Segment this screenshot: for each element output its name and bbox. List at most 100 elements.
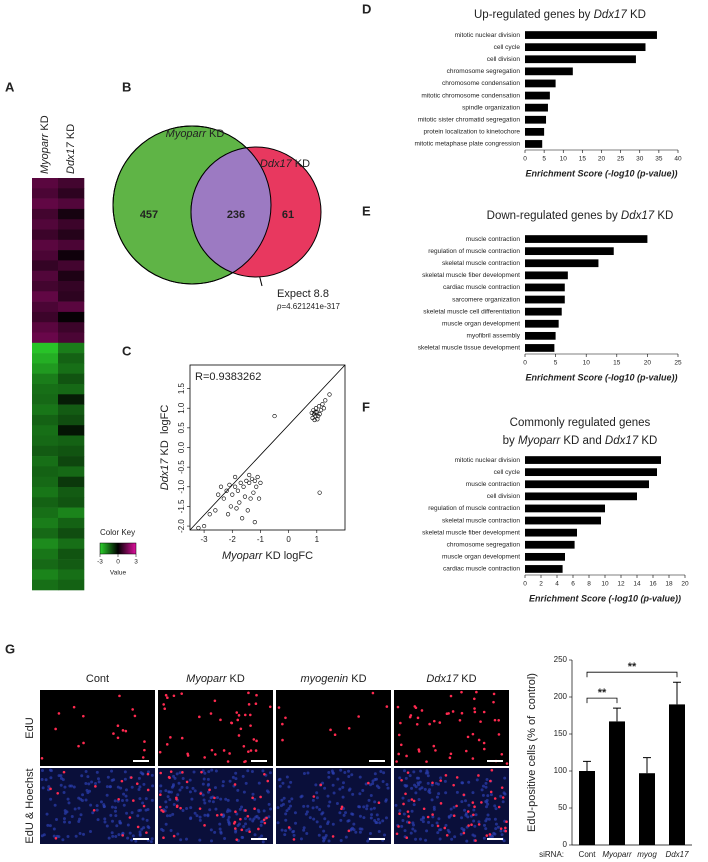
annotation: R=0.9383262: [195, 371, 261, 383]
x-tick-label: 16: [649, 581, 657, 588]
heatmap-cell: [32, 270, 59, 282]
nucleus: [84, 770, 88, 774]
chart-title: Down-regulated genes by Ddx17 KD: [487, 210, 674, 222]
edu-spot: [167, 775, 171, 779]
nucleus: [339, 839, 343, 843]
nucleus: [225, 810, 229, 814]
nucleus: [107, 836, 111, 840]
edu-spot: [162, 810, 165, 813]
y-axis-label: Ddx17 KD logFC: [159, 405, 171, 491]
nucleus: [195, 814, 199, 818]
y-tick-label: 1.0: [177, 402, 186, 414]
edu-spot: [198, 807, 202, 810]
nucleus: [221, 784, 225, 788]
bar: [525, 528, 577, 537]
edu-spot: [431, 813, 434, 816]
bar: [525, 79, 556, 88]
heatmap-cell: [58, 456, 85, 467]
nucleus: [63, 785, 67, 789]
nucleus: [462, 829, 466, 833]
edu-spot: [175, 804, 179, 808]
nucleus: [459, 832, 463, 836]
text-part: by: [503, 435, 518, 447]
nucleus: [96, 777, 100, 781]
nucleus: [382, 771, 386, 775]
nucleus: [472, 808, 476, 812]
nucleus: [326, 794, 330, 798]
nucleus: [131, 834, 135, 838]
point: [321, 406, 326, 411]
nucleus: [257, 781, 261, 785]
x-axis-label: Myoparr KD logFC: [222, 550, 313, 562]
edu-spot: [132, 799, 135, 802]
nucleus: [463, 808, 467, 812]
category-label: cardiac muscle contraction: [443, 566, 520, 573]
edu-spot: [172, 834, 176, 838]
nucleus: [87, 782, 91, 786]
nucleus: [105, 793, 109, 797]
category-label: mitotic chromosome condensation: [421, 92, 520, 99]
nucleus: [256, 808, 260, 812]
nucleus: [176, 793, 180, 797]
nucleus: [235, 798, 239, 802]
edu-spot: [377, 801, 381, 805]
y-tick-label: 0: [563, 840, 568, 849]
nucleus: [59, 774, 63, 778]
nucleus: [193, 789, 197, 793]
heatmap-cell: [58, 414, 85, 426]
nucleus: [294, 821, 298, 825]
nucleus: [160, 827, 164, 831]
nucleus: [502, 791, 506, 795]
nucleus: [276, 821, 280, 825]
edu-spot: [259, 795, 262, 799]
nucleus: [407, 799, 411, 803]
edu-spot: [210, 748, 214, 752]
nucleus: [436, 831, 440, 835]
nucleus: [381, 819, 385, 823]
nucleus: [261, 840, 265, 844]
edu-spot: [252, 738, 256, 741]
nucleus: [105, 824, 109, 828]
column-label: Cont: [86, 673, 109, 685]
heatmap-cell: [32, 497, 59, 508]
nucleus: [326, 820, 330, 824]
nucleus: [113, 809, 117, 813]
nucleus: [351, 792, 355, 796]
point: [232, 474, 238, 480]
nucleus: [208, 799, 212, 803]
x-tick-label: 5: [542, 156, 546, 163]
point: [317, 490, 322, 495]
nucleus: [112, 778, 116, 782]
edu-spot: [410, 798, 414, 801]
heatmap-cell: [58, 208, 85, 220]
nucleus: [202, 798, 206, 802]
heatmap-cell: [32, 250, 59, 261]
nucleus: [486, 813, 490, 817]
edu-spot: [436, 824, 440, 828]
edu-spot: [405, 836, 409, 840]
edu-spot: [406, 771, 410, 774]
nucleus: [460, 816, 464, 820]
edu-spot: [94, 785, 97, 788]
edu-spot: [428, 722, 431, 726]
nucleus: [373, 819, 377, 823]
nucleus: [96, 818, 100, 822]
nucleus: [481, 793, 485, 797]
nucleus: [367, 798, 371, 802]
nucleus: [358, 830, 362, 834]
nucleus: [315, 805, 319, 809]
edu-spot: [458, 718, 462, 722]
text-part: KD logFC: [262, 550, 313, 562]
nucleus: [228, 779, 232, 783]
significance-bracket: [586, 697, 618, 704]
nucleus: [115, 824, 119, 828]
nucleus: [403, 829, 407, 833]
heatmap-cell: [32, 528, 59, 539]
nucleus: [347, 769, 351, 773]
nucleus: [360, 827, 364, 831]
nucleus: [311, 798, 315, 802]
column-label: Ddx17 KD: [426, 673, 476, 685]
nucleus: [375, 784, 379, 788]
nucleus: [97, 780, 101, 784]
heatmap-cell: [58, 559, 85, 570]
